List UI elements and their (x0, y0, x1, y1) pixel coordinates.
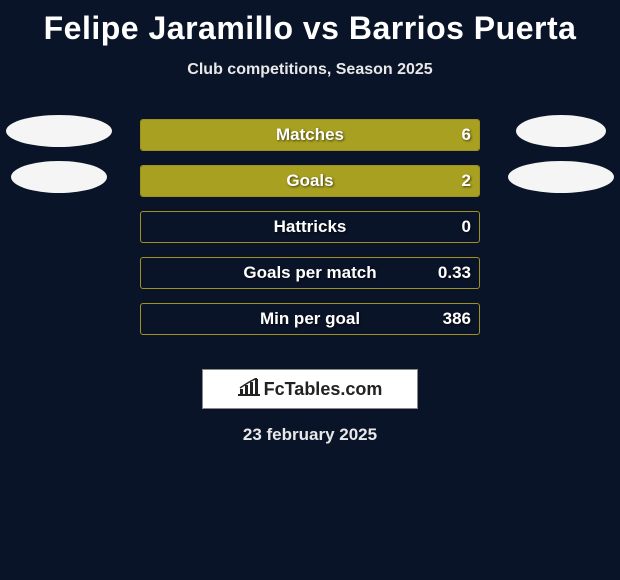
stat-row-hattricks: Hattricks0 (140, 211, 480, 243)
stat-row-goals: Goals2 (140, 165, 480, 197)
vs-separator: vs (303, 10, 340, 46)
comparison-title: Felipe Jaramillo vs Barrios Puerta (0, 0, 620, 47)
player2-team-logo-placeholder (508, 161, 614, 193)
stat-label: Goals per match (141, 258, 479, 288)
stat-value-right: 2 (462, 166, 471, 196)
stat-value-right: 0.33 (438, 258, 471, 288)
stat-label: Matches (141, 120, 479, 150)
player1-name: Felipe Jaramillo (44, 10, 294, 46)
stat-value-right: 386 (443, 304, 471, 334)
player1-photo-placeholder (6, 115, 112, 147)
player1-team-logo-placeholder (11, 161, 107, 193)
stat-row-goals-per-match: Goals per match0.33 (140, 257, 480, 289)
comparison-area: Matches6Goals2Hattricks0Goals per match0… (0, 119, 620, 359)
stat-label: Min per goal (141, 304, 479, 334)
stat-row-matches: Matches6 (140, 119, 480, 151)
player1-photos-column (4, 115, 114, 207)
stat-bars: Matches6Goals2Hattricks0Goals per match0… (140, 119, 480, 335)
stat-label: Hattricks (141, 212, 479, 242)
brand-chart-icon (238, 378, 260, 401)
player2-photo-placeholder (516, 115, 606, 147)
player2-photos-column (506, 115, 616, 207)
brand-text: FcTables.com (264, 379, 383, 400)
stat-label: Goals (141, 166, 479, 196)
stat-value-right: 6 (462, 120, 471, 150)
player2-name: Barrios Puerta (349, 10, 577, 46)
stat-row-min-per-goal: Min per goal386 (140, 303, 480, 335)
brand-badge[interactable]: FcTables.com (202, 369, 418, 409)
snapshot-date: 23 february 2025 (0, 425, 620, 445)
stat-value-right: 0 (462, 212, 471, 242)
subtitle: Club competitions, Season 2025 (0, 61, 620, 79)
